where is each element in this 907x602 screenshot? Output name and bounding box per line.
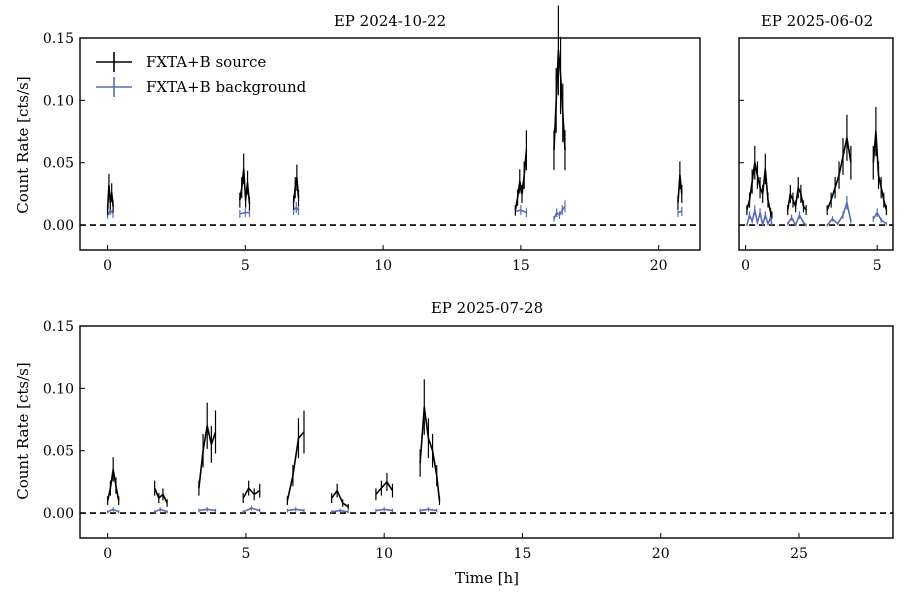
x-tick-label: 10 <box>375 546 393 562</box>
y-axis-label: Count Rate [cts/s] <box>14 362 32 499</box>
x-tick-label: 25 <box>790 546 808 562</box>
legend-entry-background: FXTA+B background <box>96 77 307 97</box>
panel-ep-2024-10-22: EP 2024-10-22 Count Rate [cts/s] 0 5 10 15 2… <box>14 5 701 274</box>
y-tick-label: 0.15 <box>43 31 74 47</box>
plot-frame <box>79 325 894 539</box>
axis-ticks: 0 5 10 15 20 25 0.00 0.05 0.10 0.15 <box>43 319 808 562</box>
plot-frame <box>79 37 701 251</box>
x-tick-label: 0 <box>741 258 750 274</box>
source-lightcurve-segment <box>872 130 888 211</box>
y-tick-label: 0.05 <box>43 444 74 460</box>
x-tick-label: 15 <box>512 258 530 274</box>
y-tick-label: 0.00 <box>43 506 74 522</box>
data-series <box>106 379 441 514</box>
panel-title: EP 2025-07-28 <box>431 299 543 317</box>
source-lightcurve-segment <box>330 489 349 508</box>
x-tick-label: 5 <box>241 546 250 562</box>
source-lightcurve-segment <box>292 176 300 203</box>
x-tick-label: 20 <box>652 546 670 562</box>
plot-frame <box>738 37 894 251</box>
legend: FXTA+B source FXTA+B background <box>96 52 307 97</box>
source-lightcurve-segment <box>286 431 305 501</box>
y-tick-label: 0.10 <box>43 381 74 397</box>
x-tick-label: 5 <box>241 258 250 274</box>
x-tick-label: 10 <box>374 258 392 274</box>
background-lightcurve-segment <box>677 210 683 214</box>
panel-title: EP 2024-10-22 <box>334 12 446 30</box>
source-lightcurve-segment <box>153 487 168 504</box>
source-lightcurve-segment <box>375 481 394 495</box>
x-axis-label: Time [h] <box>455 569 519 587</box>
y-tick-label: 0.00 <box>43 218 74 234</box>
background-lightcurve-segment <box>872 211 887 225</box>
panel-title: EP 2025-06-02 <box>761 12 873 30</box>
y-tick-label: 0.10 <box>43 93 74 109</box>
legend-entry-source: FXTA+B source <box>96 52 266 72</box>
y-axis-label: Count Rate [cts/s] <box>14 76 32 213</box>
background-lightcurve-segment <box>826 201 852 226</box>
background-lightcurve-segment <box>154 508 168 513</box>
y-tick-label: 0.15 <box>43 319 74 335</box>
source-lightcurve-segment <box>242 487 261 499</box>
axis-ticks: 0 5 10 15 20 0.00 0.05 0.10 0.15 <box>43 31 668 274</box>
source-lightcurve-segment <box>419 406 441 501</box>
background-lightcurve-segment <box>239 211 250 215</box>
legend-source-label: FXTA+B source <box>146 53 266 71</box>
data-series <box>746 106 888 227</box>
x-tick-label: 15 <box>514 546 532 562</box>
y-tick-label: 0.05 <box>43 156 74 172</box>
data-series <box>106 5 683 222</box>
panel-ep-2025-07-28: EP 2025-07-28 Count Rate [cts/s] Time [h… <box>14 299 894 587</box>
x-tick-label: 0 <box>103 258 112 274</box>
legend-background-label: FXTA+B background <box>146 78 307 96</box>
x-tick-label: 5 <box>873 258 882 274</box>
x-tick-label: 0 <box>103 546 112 562</box>
x-tick-label: 20 <box>650 258 668 274</box>
